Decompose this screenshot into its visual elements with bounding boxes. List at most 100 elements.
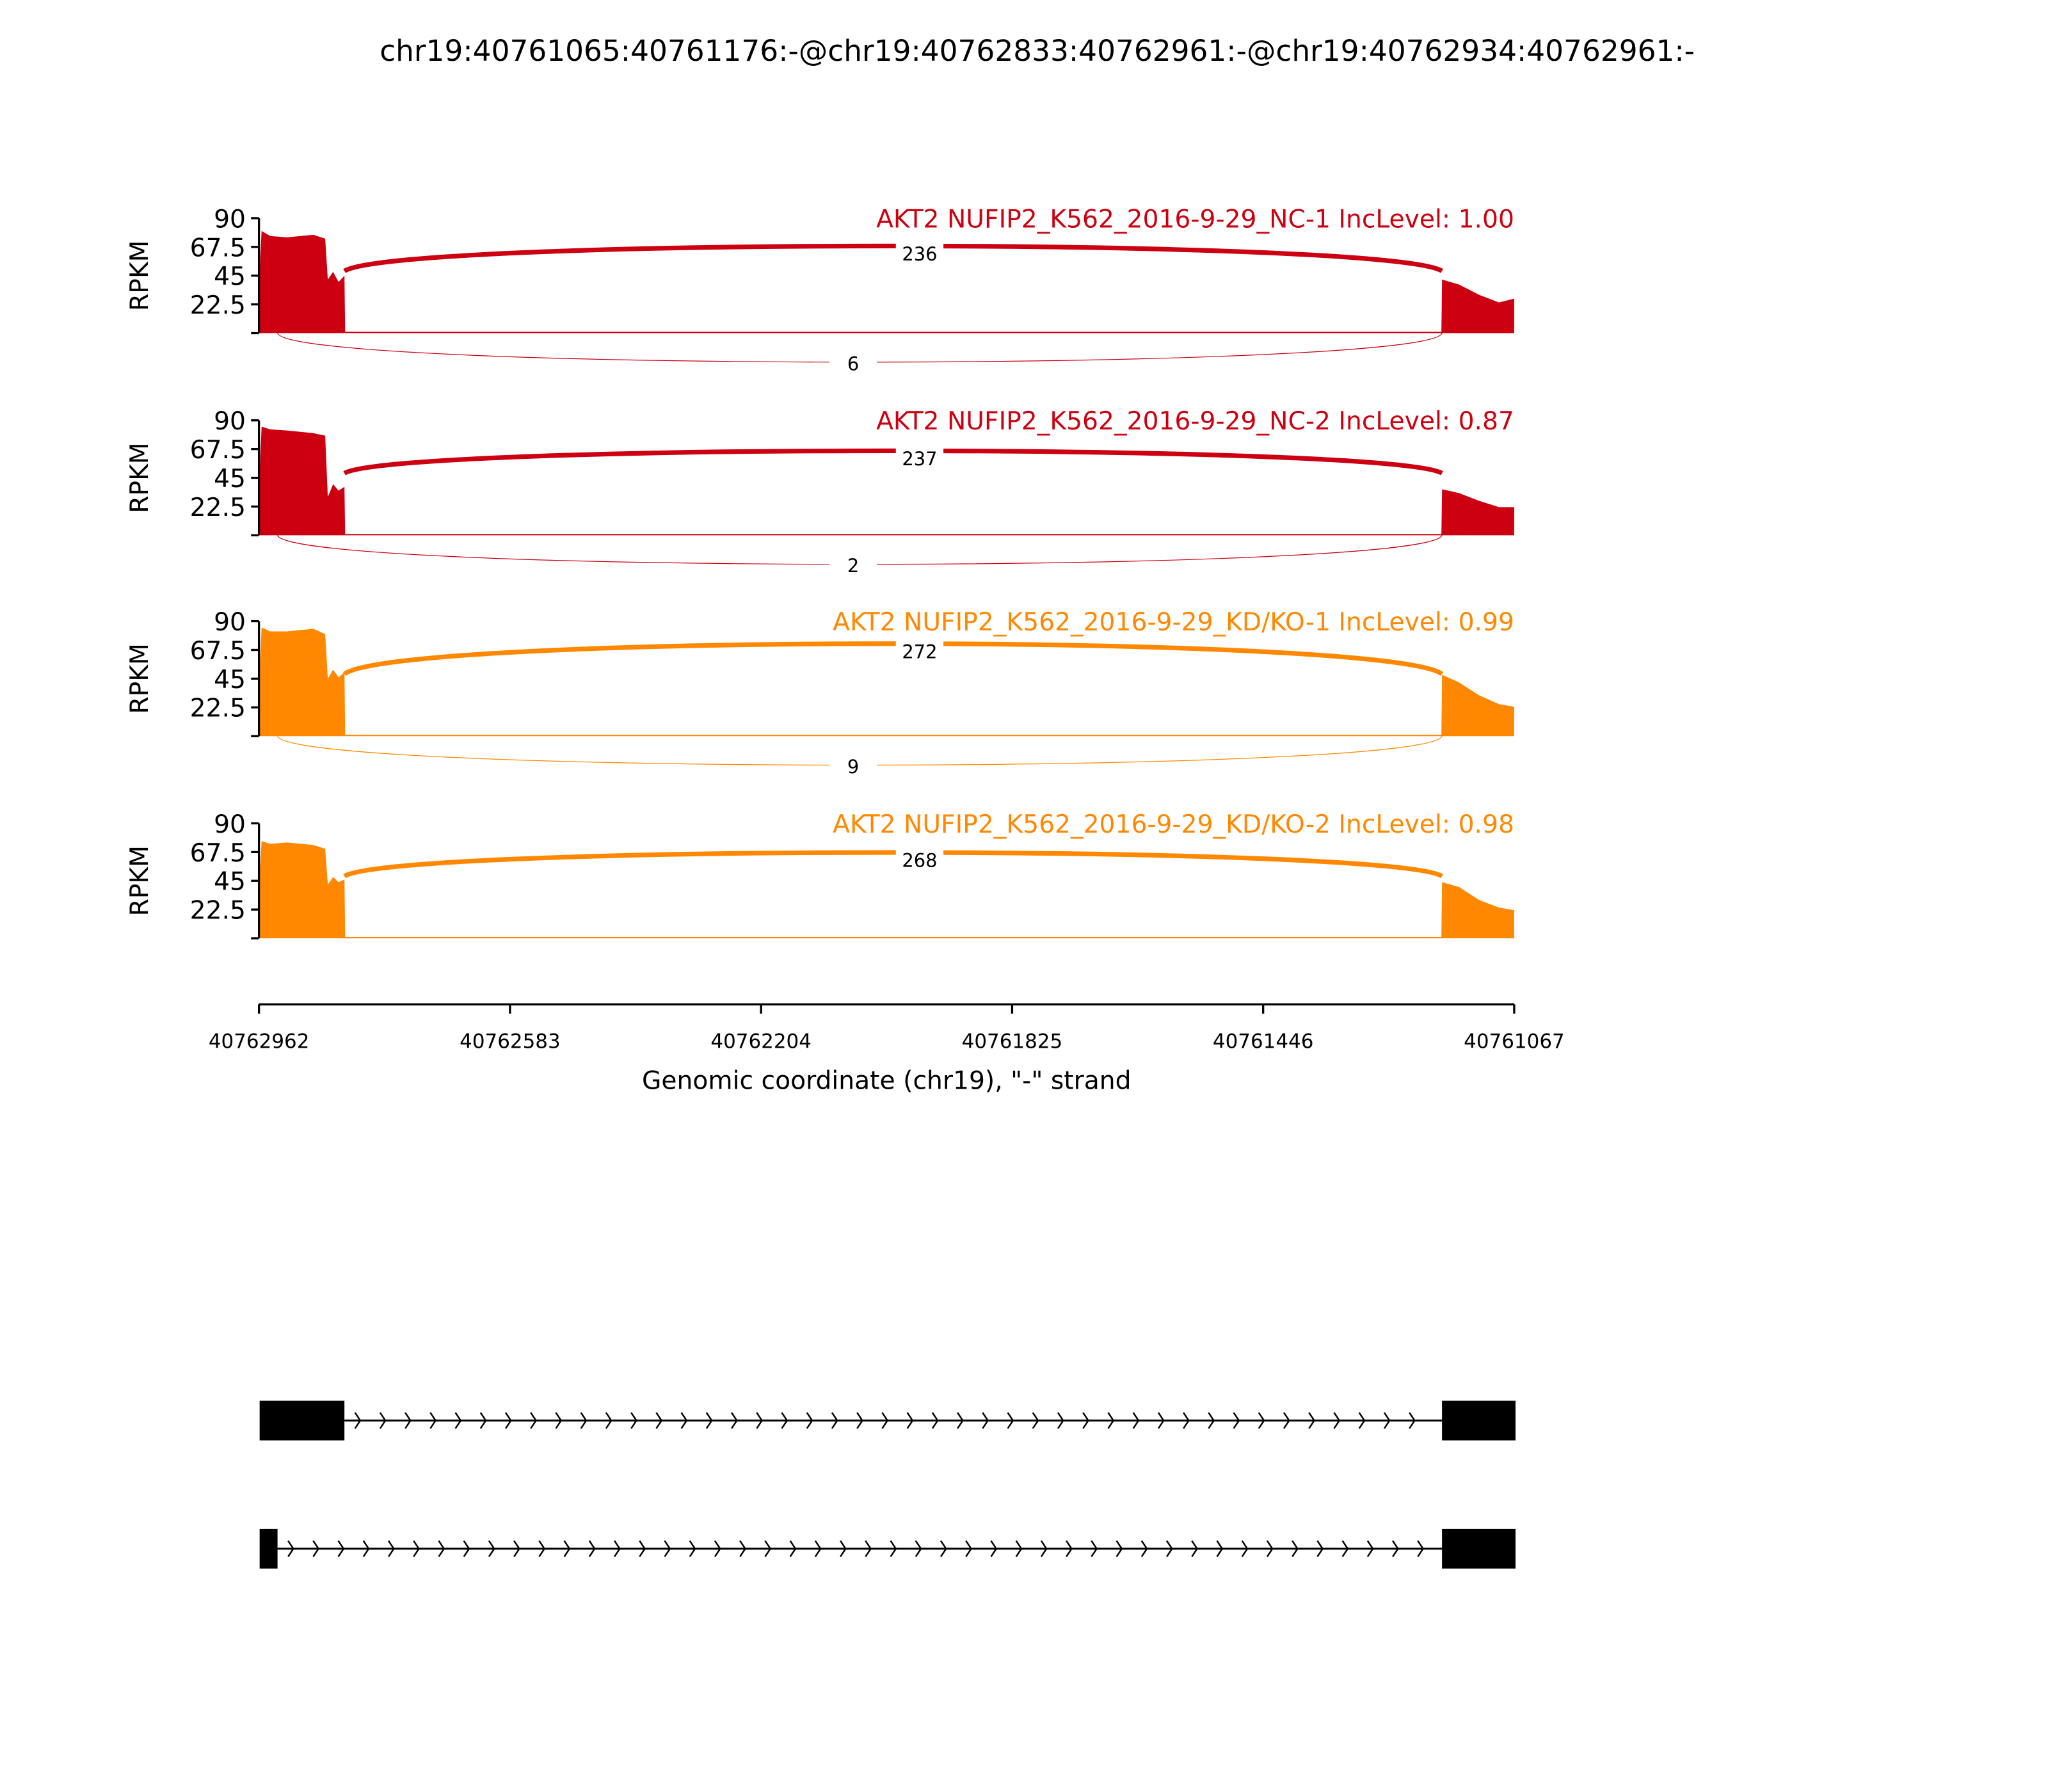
strand-arrow-icon (1066, 1540, 1073, 1557)
strand-arrow-icon (513, 1540, 520, 1557)
strand-arrow-icon (990, 1540, 998, 1557)
junction-count-label: 2 (847, 555, 859, 577)
junction-label-bg (829, 552, 877, 579)
strand-arrow-icon (479, 1412, 487, 1429)
strand-arrow-icon (1316, 1540, 1324, 1557)
strand-arrow-icon (1417, 1540, 1425, 1557)
x-axis: 40762962 40762583 40762204 40761825 40761446… (209, 1003, 1565, 1095)
strand-arrow-icon (1409, 1412, 1416, 1429)
figure-title: chr19:40761065:40761176:-@chr19:40762833… (380, 34, 1695, 68)
y-tick-label: 90 (214, 608, 246, 637)
strand-arrow-icon (814, 1540, 822, 1557)
sample-label: AKT2 NUFIP2_K562_2016-9-29_KD/KO-1 IncLe… (833, 608, 1514, 637)
y-axis-label: RPKM (125, 845, 154, 916)
strand-arrow-icon (555, 1412, 563, 1429)
strand-arrow-icon (639, 1540, 646, 1557)
junction-count-label: 236 (902, 243, 937, 265)
strand-arrow-icon (689, 1540, 696, 1557)
strand-arrow-icon (1166, 1540, 1173, 1557)
y-tick-label: 45 (214, 465, 246, 493)
strand-arrow-icon (957, 1412, 964, 1429)
strand-arrow-icon (1057, 1412, 1064, 1429)
strand-arrow-icon (1032, 1412, 1039, 1429)
y-tick-label: 22.5 (190, 694, 246, 723)
strand-arrow-icon (655, 1412, 663, 1429)
junction-arc (343, 243, 1444, 273)
sample-label: AKT2 NUFIP2_K562_2016-9-29_NC-2 IncLevel… (876, 407, 1514, 436)
y-tick-label: 67.5 (190, 637, 246, 666)
strand-arrow-icon (1183, 1412, 1190, 1429)
strand-arrow-icon (1241, 1540, 1249, 1557)
junction-arc (343, 850, 1443, 879)
y-tick-label: 67.5 (190, 234, 246, 262)
strand-arrow-icon (614, 1540, 621, 1557)
strand-arrow-icon (982, 1412, 989, 1429)
strand-arrow-icon (856, 1412, 863, 1429)
strand-arrow-icon (530, 1412, 538, 1429)
strand-arrow-icon (1191, 1540, 1199, 1557)
strand-arrow-icon (664, 1540, 671, 1557)
strand-arrow-icon (705, 1412, 713, 1429)
strand-arrow-icon (1233, 1412, 1240, 1429)
strand-arrow-icon (563, 1540, 571, 1557)
x-tick-label: 40761825 (962, 1030, 1063, 1053)
x-tick-label: 40762583 (460, 1030, 561, 1053)
transcript-1 (259, 1400, 1516, 1441)
strand-arrow-icon (413, 1540, 420, 1557)
junction-count-label: 9 (847, 756, 859, 778)
strand-arrow-icon (1383, 1412, 1391, 1429)
strand-arrow-icon (781, 1412, 788, 1429)
strand-arrow-icon (940, 1540, 947, 1557)
junction-label-bg (895, 241, 944, 268)
x-axis-label: Genomic coordinate (chr19), "-" strand (642, 1066, 1132, 1095)
y-tick-label: 22.5 (190, 493, 246, 522)
strand-arrow-icon (354, 1412, 362, 1429)
x-tick-label: 40761067 (1464, 1030, 1565, 1053)
strand-arrow-icon (504, 1412, 512, 1429)
strand-arrow-icon (1082, 1412, 1089, 1429)
y-tick-label: 90 (214, 407, 246, 436)
strand-arrow-icon (287, 1540, 294, 1557)
strand-arrow-icon (1308, 1412, 1316, 1429)
strand-arrow-icon (680, 1412, 688, 1429)
sample-label: AKT2 NUFIP2_K562_2016-9-29_NC-1 IncLevel… (876, 205, 1514, 234)
junction-count-label: 272 (902, 641, 937, 662)
strand-arrow-icon (1091, 1540, 1098, 1557)
strand-arrow-icon (630, 1412, 637, 1429)
strand-arrow-icon (1333, 1412, 1341, 1429)
strand-arrow-icon (1132, 1412, 1140, 1429)
strand-arrow-icon (404, 1412, 412, 1429)
strand-arrow-icon (588, 1540, 596, 1557)
strand-arrow-icon (840, 1540, 847, 1557)
exon-block (1442, 1528, 1516, 1569)
strand-arrow-icon (739, 1540, 746, 1557)
strand-arrow-icon (1116, 1540, 1123, 1557)
strand-arrow-icon (1358, 1412, 1366, 1429)
exon-block (1442, 1400, 1516, 1441)
strand-arrow-icon (538, 1540, 546, 1557)
y-axis-label: RPKM (125, 643, 154, 714)
strand-arrow-icon (605, 1412, 612, 1429)
y-tick-label: 67.5 (190, 839, 246, 868)
strand-arrow-icon (831, 1412, 838, 1429)
strand-arrow-icon (731, 1412, 738, 1429)
strand-arrow-icon (1007, 1412, 1014, 1429)
strand-arrow-icon (1208, 1412, 1215, 1429)
junction-label-bg (829, 753, 877, 780)
strand-arrow-icon (337, 1540, 345, 1557)
strand-arrow-icon (454, 1412, 462, 1429)
y-tick-label: 22.5 (190, 897, 246, 925)
strand-arrow-icon (1015, 1540, 1023, 1557)
strand-arrow-icon (1392, 1540, 1399, 1557)
y-tick-label: 22.5 (190, 291, 246, 320)
transcript-2 (259, 1528, 1516, 1569)
sample-label: AKT2 NUFIP2_K562_2016-9-29_KD/KO-2 IncLe… (833, 810, 1514, 839)
y-tick-label: 90 (214, 205, 246, 234)
strand-arrow-icon (806, 1412, 813, 1429)
strand-arrow-icon (890, 1540, 897, 1557)
y-tick-label: 67.5 (190, 436, 246, 465)
strand-arrow-icon (463, 1540, 470, 1557)
